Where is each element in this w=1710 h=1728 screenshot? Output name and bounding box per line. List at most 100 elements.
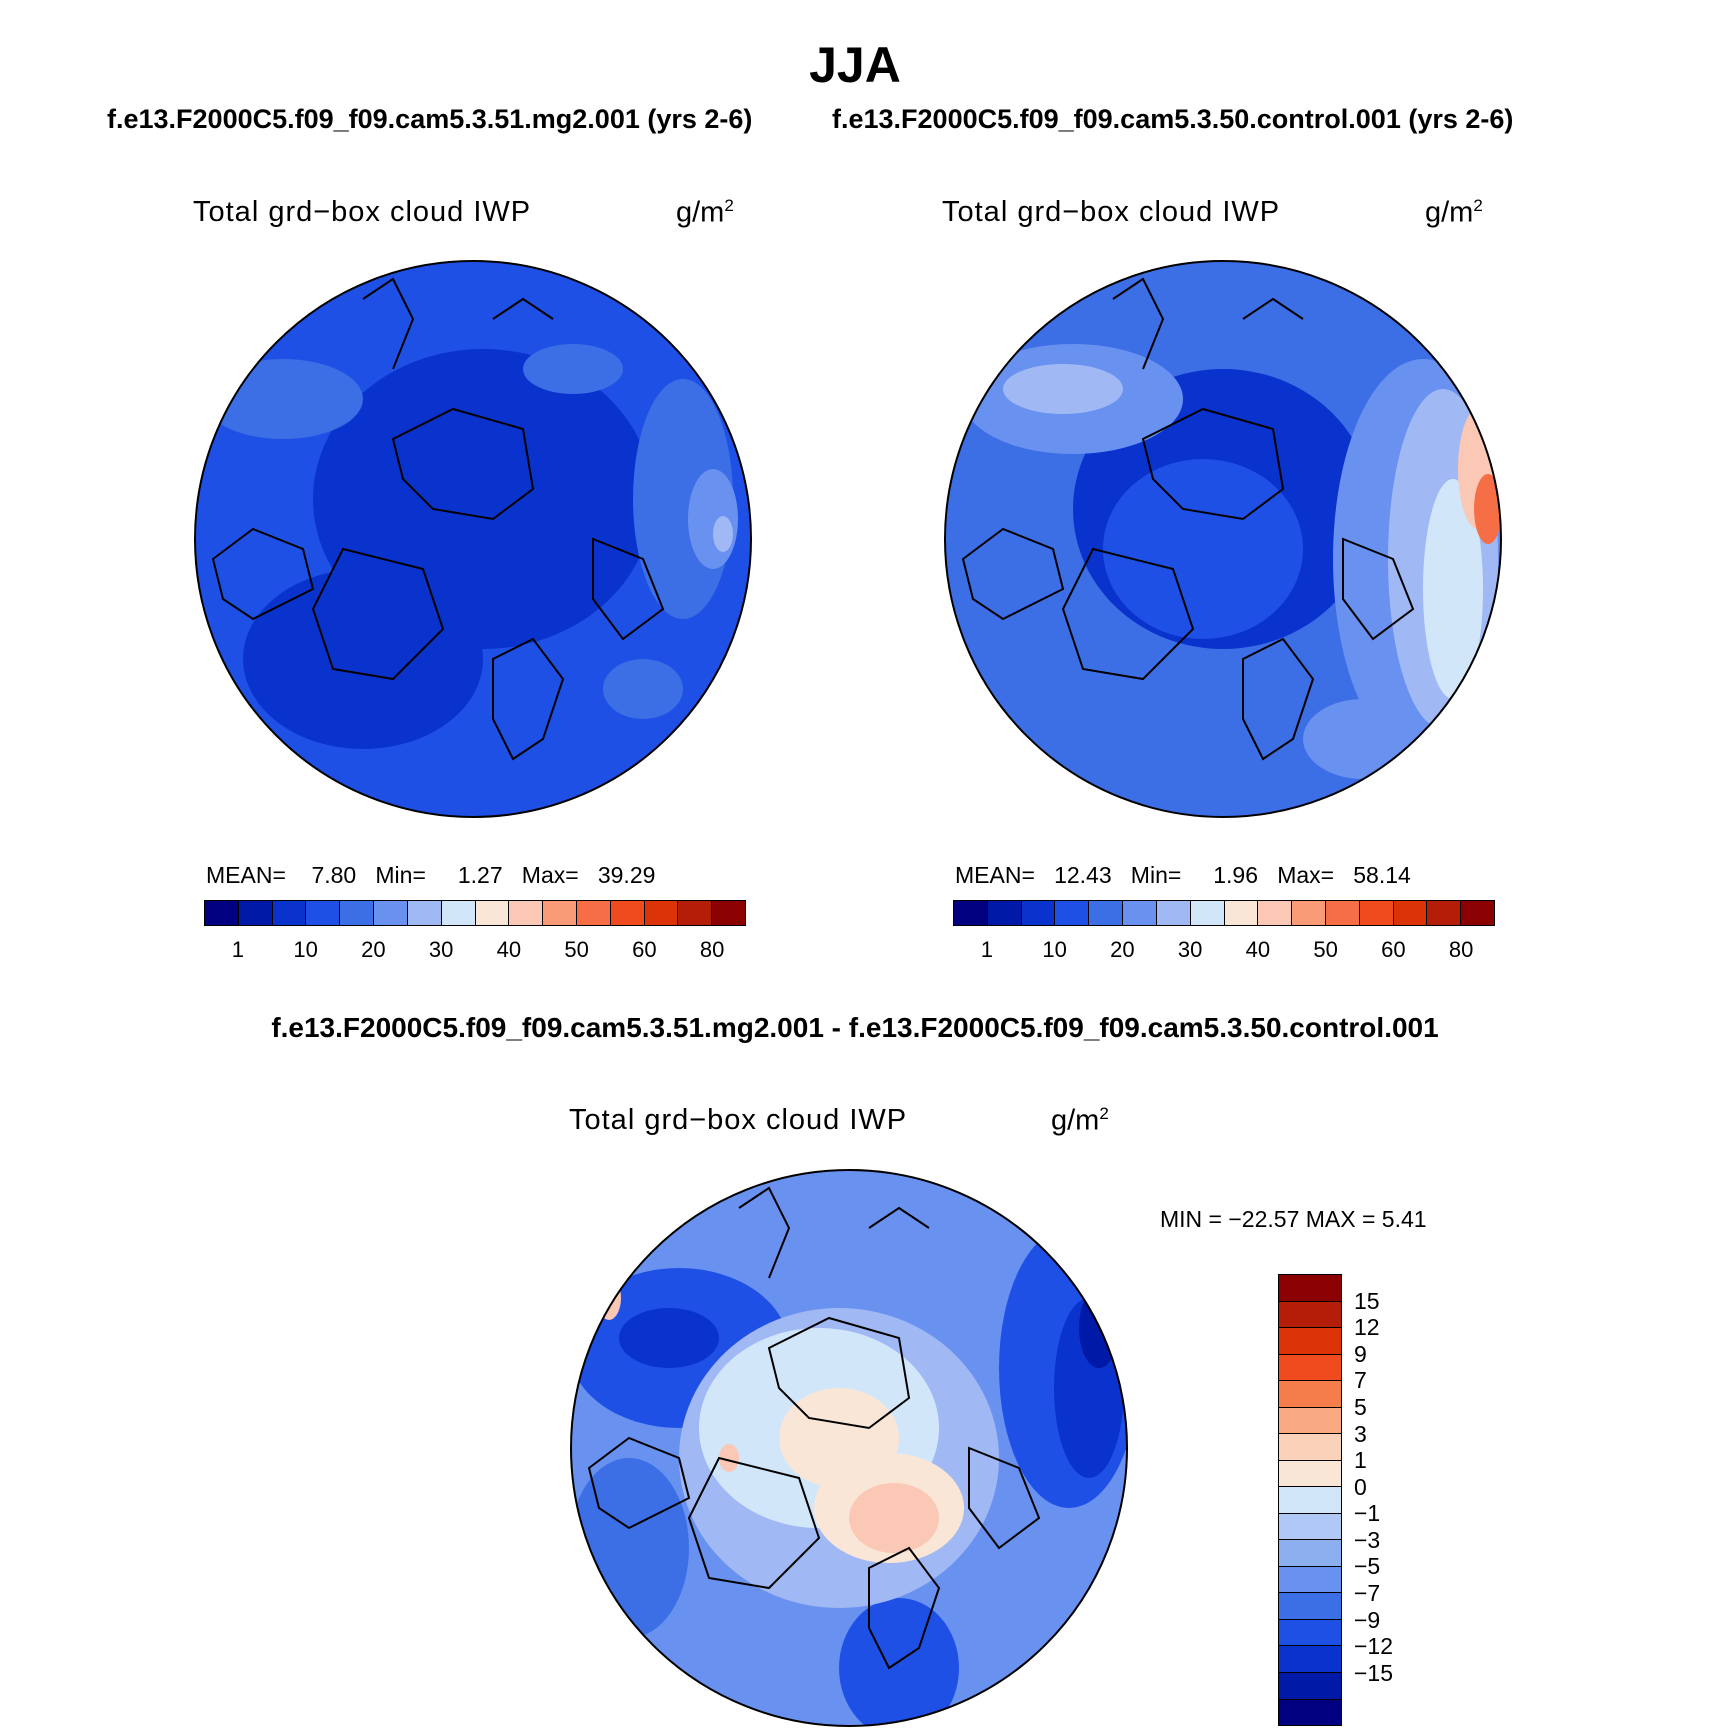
colorbar-swatch xyxy=(1055,901,1090,925)
colorbar-label: 30 xyxy=(428,937,454,962)
colorbar-label: −3 xyxy=(1354,1526,1381,1553)
colorbar-label: −9 xyxy=(1354,1606,1381,1633)
colorbar-swatch xyxy=(712,901,745,925)
season-title: JJA xyxy=(809,37,901,93)
colorbar-label: 80 xyxy=(699,937,725,962)
colorbar-label: −7 xyxy=(1354,1580,1381,1607)
colorbar-label: 10 xyxy=(293,937,318,962)
colorbar-label: 40 xyxy=(496,937,522,962)
case-title-right: f.e13.F2000C5.f09_f09.cam5.3.50.control.… xyxy=(832,104,1514,134)
colorbar-label: −12 xyxy=(1354,1633,1394,1660)
panel1-colorbar xyxy=(204,900,746,926)
colorbar-swatch xyxy=(1279,1593,1341,1620)
colorbar-swatch xyxy=(205,901,239,925)
colorbar-label: 7 xyxy=(1354,1367,1367,1394)
colorbar-label: −5 xyxy=(1354,1553,1381,1580)
colorbar-swatch xyxy=(576,901,611,925)
colorbar-swatch xyxy=(987,901,1022,925)
colorbar-swatch xyxy=(272,901,307,925)
diff-title: f.e13.F2000C5.f09_f09.cam5.3.51.mg2.001 … xyxy=(271,1012,1439,1043)
colorbar-swatch xyxy=(678,901,713,925)
colorbar-label: 1 xyxy=(980,937,993,962)
colorbar-label: −15 xyxy=(1354,1659,1394,1686)
colorbar-label: 5 xyxy=(1354,1393,1367,1420)
colorbar-label: 30 xyxy=(1177,937,1203,962)
panel1-stats: MEAN= 7.80 Min= 1.27 Max= 39.29 xyxy=(206,862,656,888)
colorbar-label: 10 xyxy=(1042,937,1067,962)
diff-colorbar xyxy=(1278,1274,1342,1726)
colorbar-label: 20 xyxy=(361,937,386,962)
colorbar-swatch xyxy=(1279,1672,1341,1700)
panel1-variable: Total grd−box cloud IWP xyxy=(193,196,532,228)
colorbar-swatch xyxy=(1279,1354,1341,1382)
colorbar-label: 80 xyxy=(1448,937,1474,962)
case-title-left: f.e13.F2000C5.f09_f09.cam5.3.51.mg2.001 … xyxy=(107,104,753,134)
panel2-variable: Total grd−box cloud IWP xyxy=(942,196,1281,228)
colorbar-label: 60 xyxy=(632,937,657,962)
colorbar-swatch xyxy=(441,901,476,925)
colorbar-label: 50 xyxy=(564,937,589,962)
colorbar-swatch xyxy=(1461,901,1494,925)
colorbar-swatch xyxy=(1156,901,1191,925)
panel2-stats: MEAN= 12.43 Min= 1.96 Max= 58.14 xyxy=(955,862,1411,888)
colorbar-swatch xyxy=(1089,901,1124,925)
colorbar-label: 1 xyxy=(231,937,244,962)
colorbar-swatch xyxy=(1279,1619,1341,1647)
colorbar-swatch xyxy=(1190,901,1225,925)
panel2-colorbar xyxy=(953,900,1495,926)
colorbar-swatch xyxy=(1279,1540,1341,1567)
diff-colorbar-labels: 15 12 9 7 5 3 1 0 −1 −3 −5 −7 −9 −12 −15 xyxy=(1354,1274,1434,1726)
colorbar-swatch xyxy=(1279,1513,1341,1541)
colorbar-swatch xyxy=(238,901,273,925)
colorbar-label: 1 xyxy=(1354,1447,1367,1474)
colorbar-swatch xyxy=(306,901,341,925)
colorbar-swatch xyxy=(1279,1460,1341,1488)
panel3-polar-map xyxy=(570,1169,1128,1727)
colorbar-swatch xyxy=(1123,901,1157,925)
colorbar-label: 3 xyxy=(1354,1420,1367,1447)
colorbar-label: 20 xyxy=(1110,937,1135,962)
colorbar-swatch xyxy=(1279,1646,1341,1673)
colorbar-swatch xyxy=(1279,1407,1341,1435)
colorbar-label: −1 xyxy=(1354,1500,1381,1527)
colorbar-swatch xyxy=(1279,1434,1341,1461)
panel2-colorbar-labels: 1 10 20 30 40 50 60 80 xyxy=(953,937,1495,967)
colorbar-swatch xyxy=(543,901,577,925)
colorbar-swatch xyxy=(1279,1566,1341,1594)
colorbar-swatch xyxy=(475,901,510,925)
colorbar-label: 9 xyxy=(1354,1340,1367,1367)
colorbar-swatch xyxy=(1279,1381,1341,1408)
colorbar-label: 0 xyxy=(1354,1473,1367,1500)
colorbar-swatch xyxy=(509,901,544,925)
colorbar-swatch xyxy=(1292,901,1326,925)
colorbar-label: 12 xyxy=(1354,1314,1380,1341)
colorbar-swatch xyxy=(1224,901,1259,925)
colorbar-swatch xyxy=(340,901,375,925)
colorbar-swatch xyxy=(1258,901,1293,925)
colorbar-label: 15 xyxy=(1354,1287,1380,1314)
colorbar-swatch xyxy=(1393,901,1428,925)
colorbar-swatch xyxy=(954,901,988,925)
panel1-polar-map xyxy=(194,260,752,818)
panel3-variable: Total grd−box cloud IWP xyxy=(569,1104,908,1136)
panel1-colorbar-labels: 1 10 20 30 40 50 60 80 xyxy=(204,937,746,967)
colorbar-swatch xyxy=(1427,901,1462,925)
colorbar-swatch xyxy=(1279,1301,1341,1329)
colorbar-swatch xyxy=(374,901,408,925)
colorbar-swatch xyxy=(407,901,442,925)
colorbar-swatch xyxy=(1021,901,1056,925)
colorbar-swatch xyxy=(1279,1275,1341,1302)
colorbar-swatch xyxy=(1279,1487,1341,1514)
colorbar-swatch xyxy=(1359,901,1394,925)
panel1-units: g/m2 xyxy=(676,196,734,229)
colorbar-swatch xyxy=(1279,1699,1341,1726)
colorbar-label: 40 xyxy=(1245,937,1271,962)
colorbar-swatch xyxy=(1325,901,1360,925)
panel3-units: g/m2 xyxy=(1051,1104,1109,1137)
colorbar-label: 50 xyxy=(1313,937,1338,962)
colorbar-swatch xyxy=(1279,1328,1341,1355)
colorbar-label: 60 xyxy=(1381,937,1406,962)
colorbar-swatch xyxy=(610,901,645,925)
panel2-units: g/m2 xyxy=(1425,196,1483,229)
panel3-minmax: MIN = −22.57 MAX = 5.41 xyxy=(1160,1206,1427,1232)
